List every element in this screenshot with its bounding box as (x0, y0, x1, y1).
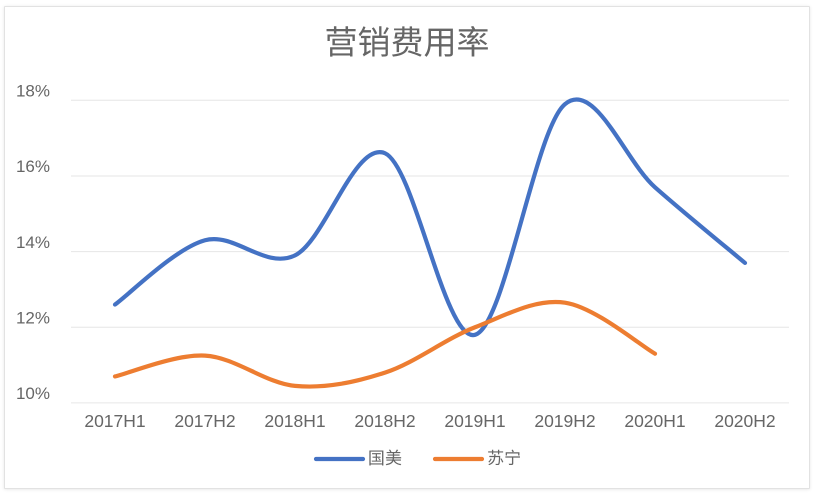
svg-text:10%: 10% (16, 384, 50, 403)
svg-text:苏宁: 苏宁 (487, 449, 521, 468)
svg-text:2017H2: 2017H2 (174, 411, 235, 431)
svg-text:2017H1: 2017H1 (84, 411, 145, 431)
svg-text:14%: 14% (16, 233, 50, 252)
svg-text:2019H1: 2019H1 (444, 411, 505, 431)
svg-text:16%: 16% (16, 157, 50, 176)
svg-text:2019H2: 2019H2 (534, 411, 595, 431)
svg-text:2018H1: 2018H1 (264, 411, 325, 431)
svg-text:18%: 18% (16, 82, 50, 101)
svg-text:2020H1: 2020H1 (624, 411, 685, 431)
svg-text:2020H2: 2020H2 (714, 411, 775, 431)
svg-text:2018H2: 2018H2 (354, 411, 415, 431)
svg-text:12%: 12% (16, 308, 50, 327)
svg-text:国美: 国美 (368, 449, 402, 468)
